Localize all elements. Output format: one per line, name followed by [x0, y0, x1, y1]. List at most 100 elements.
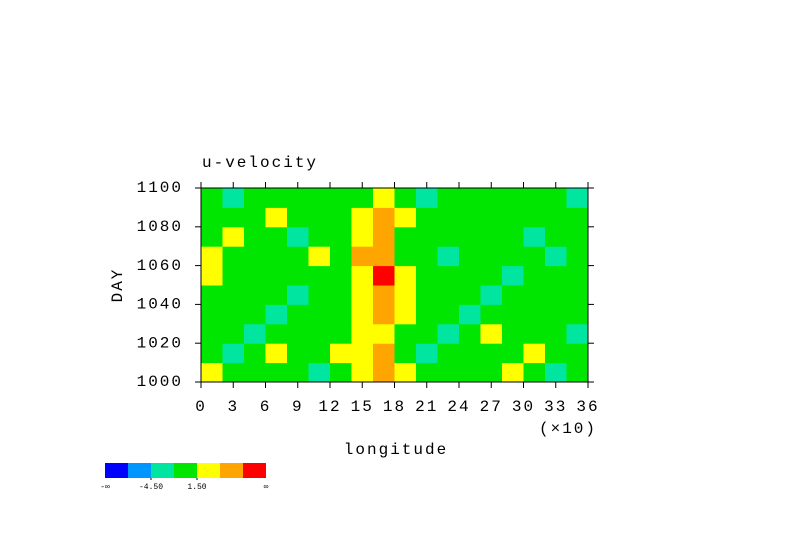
heatmap-cell	[287, 265, 309, 286]
heatmap-cell	[265, 188, 288, 208]
heatmap-cell	[394, 343, 417, 364]
heatmap-cell	[201, 362, 223, 383]
heatmap-cell	[351, 304, 374, 325]
heatmap-cell	[545, 207, 567, 228]
heatmap-cell	[545, 362, 567, 383]
heatmap-cell	[265, 265, 288, 286]
heatmap-cell	[222, 188, 245, 208]
heatmap-cell	[545, 285, 567, 305]
heatmap-cell	[330, 265, 352, 286]
heatmap-cell	[330, 188, 352, 208]
x-tick-label: 18	[383, 398, 406, 416]
heatmap-cell	[502, 265, 524, 286]
heatmap-cell	[437, 265, 460, 286]
heatmap-cell	[330, 304, 352, 325]
heatmap-cell	[330, 226, 352, 247]
heatmap-cell	[566, 226, 589, 247]
heatmap-cell	[566, 304, 589, 325]
heatmap-cell	[373, 362, 395, 383]
heatmap-cell	[502, 343, 524, 364]
x-tick-label: 21	[415, 398, 438, 416]
heatmap-cell	[373, 323, 395, 344]
heatmap-cell	[523, 188, 546, 208]
heatmap-cell	[373, 207, 395, 228]
colorbar-label: 1.50	[187, 483, 206, 492]
heatmap-cell	[244, 207, 266, 228]
heatmap-cell	[244, 304, 266, 325]
heatmap-cell	[394, 323, 417, 344]
x-tick-label: 12	[318, 398, 341, 416]
heatmap-cell	[394, 207, 417, 228]
heatmap-cell	[330, 323, 352, 344]
heatmap-cell	[201, 188, 223, 208]
heatmap-cell	[244, 323, 266, 344]
heatmap-cell	[566, 188, 589, 208]
heatmap-cell	[437, 362, 460, 383]
x-scale-note: (×10)	[539, 420, 597, 438]
heatmap-cell	[502, 362, 524, 383]
heatmap-cell	[437, 285, 460, 305]
heatmap-cell	[459, 226, 481, 247]
heatmap-cell	[308, 285, 331, 305]
heatmap-cell	[502, 285, 524, 305]
heatmap-cell	[287, 343, 309, 364]
heatmap-cell	[244, 362, 266, 383]
heatmap-cell	[394, 362, 417, 383]
heatmap-cell	[502, 304, 524, 325]
colorbar-swatch	[220, 463, 243, 478]
heatmap-cell	[523, 246, 546, 267]
heatmap-cell	[351, 265, 374, 286]
colorbar-swatch	[243, 463, 266, 478]
heatmap-cell	[480, 246, 503, 267]
y-axis-label: DAY	[109, 268, 127, 303]
heatmap-cell	[459, 265, 481, 286]
heatmap-cell	[416, 362, 438, 383]
heatmap-cell	[373, 188, 395, 208]
x-tick-label: 30	[512, 398, 535, 416]
heatmap-cell	[265, 246, 288, 267]
heatmap-cell	[308, 188, 331, 208]
heatmap-cell	[222, 362, 245, 383]
heatmap-cell	[502, 246, 524, 267]
y-tick-label: 1020	[137, 334, 183, 352]
heatmap-cell	[308, 265, 331, 286]
x-tick-label: 3	[227, 398, 239, 416]
heatmap-cell	[394, 285, 417, 305]
colorbar-label: -4.50	[139, 483, 163, 492]
heatmap-cell	[394, 188, 417, 208]
heatmap-cell	[351, 188, 374, 208]
heatmap-cell	[351, 343, 374, 364]
heatmap-cell	[566, 343, 589, 364]
heatmap-cell	[459, 362, 481, 383]
heatmap-cell	[437, 188, 460, 208]
y-tick-label: 1040	[137, 296, 183, 314]
heatmap-cell	[416, 226, 438, 247]
heatmap	[201, 188, 589, 383]
heatmap-cell	[308, 226, 331, 247]
heatmap-cell	[222, 323, 245, 344]
heatmap-cell	[437, 323, 460, 344]
heatmap-cell	[480, 207, 503, 228]
heatmap-cell	[308, 343, 331, 364]
heatmap-cell	[566, 265, 589, 286]
heatmap-cell	[480, 226, 503, 247]
heatmap-cell	[523, 265, 546, 286]
heatmap-cell	[201, 343, 223, 364]
heatmap-cell	[287, 226, 309, 247]
heatmap-cell	[373, 226, 395, 247]
heatmap-cell	[416, 304, 438, 325]
heatmap-cell	[222, 226, 245, 247]
heatmap-cell	[373, 265, 395, 286]
x-tick-label: 36	[576, 398, 599, 416]
heatmap-cell	[244, 226, 266, 247]
heatmap-cell	[330, 246, 352, 267]
heatmap-cell	[459, 246, 481, 267]
heatmap-cell	[394, 304, 417, 325]
heatmap-cell	[308, 304, 331, 325]
heatmap-cell	[265, 343, 288, 364]
heatmap-cell	[201, 304, 223, 325]
heatmap-cell	[351, 362, 374, 383]
colorbar-swatch	[174, 463, 197, 478]
heatmap-cell	[265, 304, 288, 325]
heatmap-cell	[287, 304, 309, 325]
